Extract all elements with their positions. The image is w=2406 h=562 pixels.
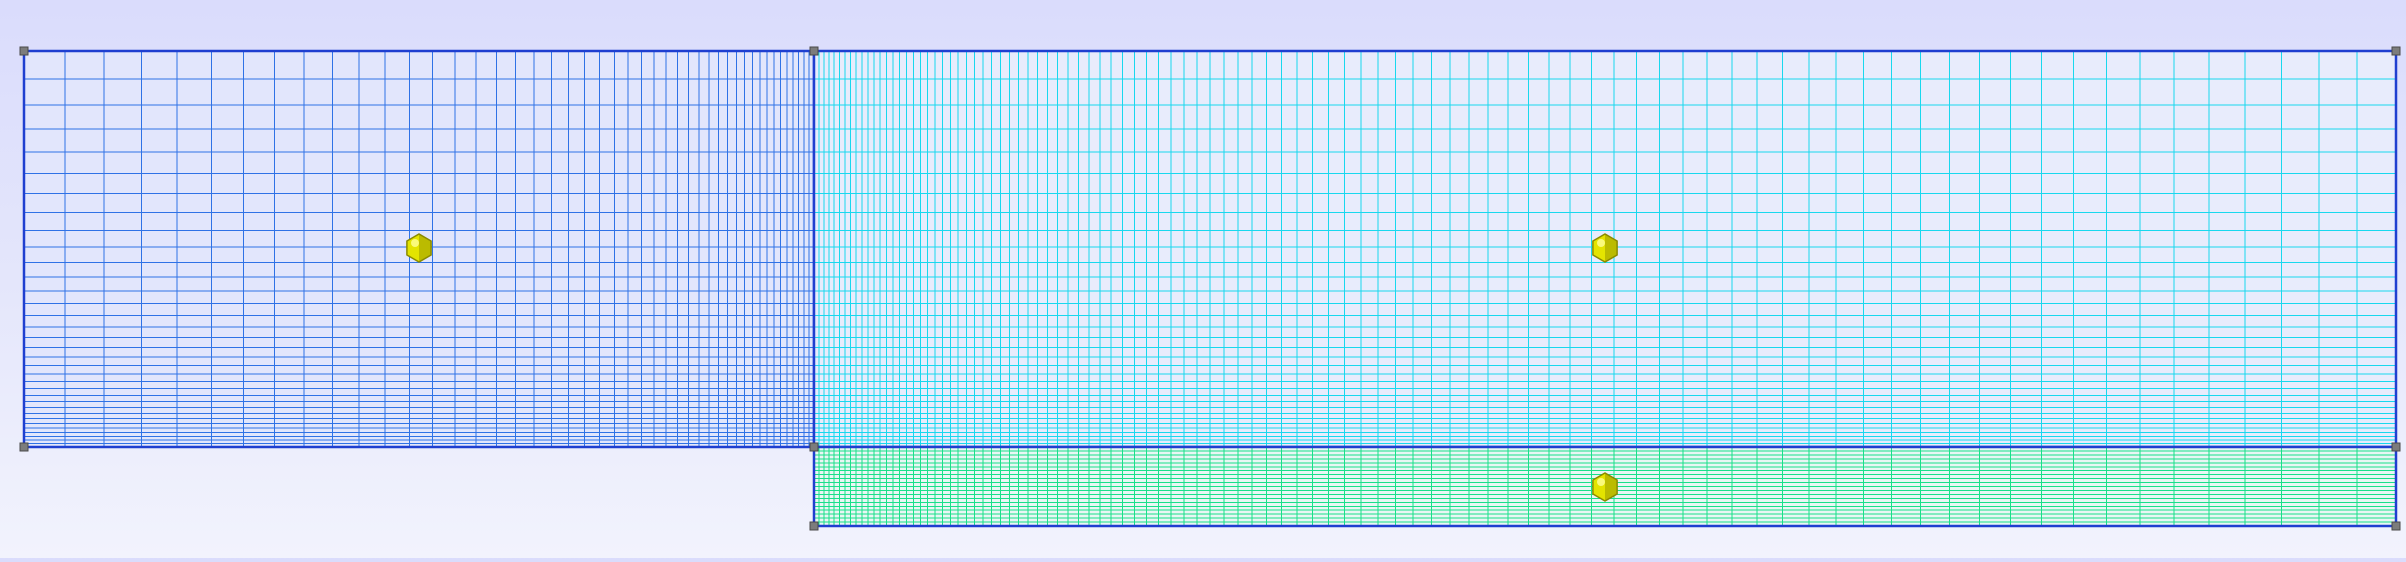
block-right-bottom-border: [812, 445, 2398, 528]
hexagon-marker-highlight: [1597, 239, 1605, 247]
block-left[interactable]: [22, 49, 816, 449]
vertex-handle[interactable]: [2391, 521, 2401, 531]
block-left-grid: [23, 50, 815, 448]
vertex-handle[interactable]: [2391, 46, 2401, 56]
vertex-handle[interactable]: [19, 46, 29, 56]
vertex-handle[interactable]: [19, 442, 29, 452]
hexagon-marker-shade: [1605, 234, 1618, 262]
vertex-handle[interactable]: [809, 521, 819, 531]
mesh-vertices: [19, 46, 2401, 531]
mesh-blocks: [22, 49, 2398, 528]
hexagon-marker-highlight: [1597, 478, 1605, 486]
hexagon-marker-highlight: [411, 239, 419, 247]
hexagon-icon[interactable]: [406, 233, 432, 263]
hexagon-icon[interactable]: [1592, 233, 1618, 263]
hexagon-marker-shade: [1605, 473, 1618, 501]
vertex-handle[interactable]: [809, 46, 819, 56]
hexagon-icon[interactable]: [1592, 472, 1618, 502]
block-right-bottom[interactable]: [812, 445, 2398, 528]
hexagon-marker-shade: [419, 234, 432, 262]
block-markers: [406, 233, 1618, 502]
vertex-handle[interactable]: [2391, 442, 2401, 452]
vertex-handle[interactable]: [809, 442, 819, 452]
